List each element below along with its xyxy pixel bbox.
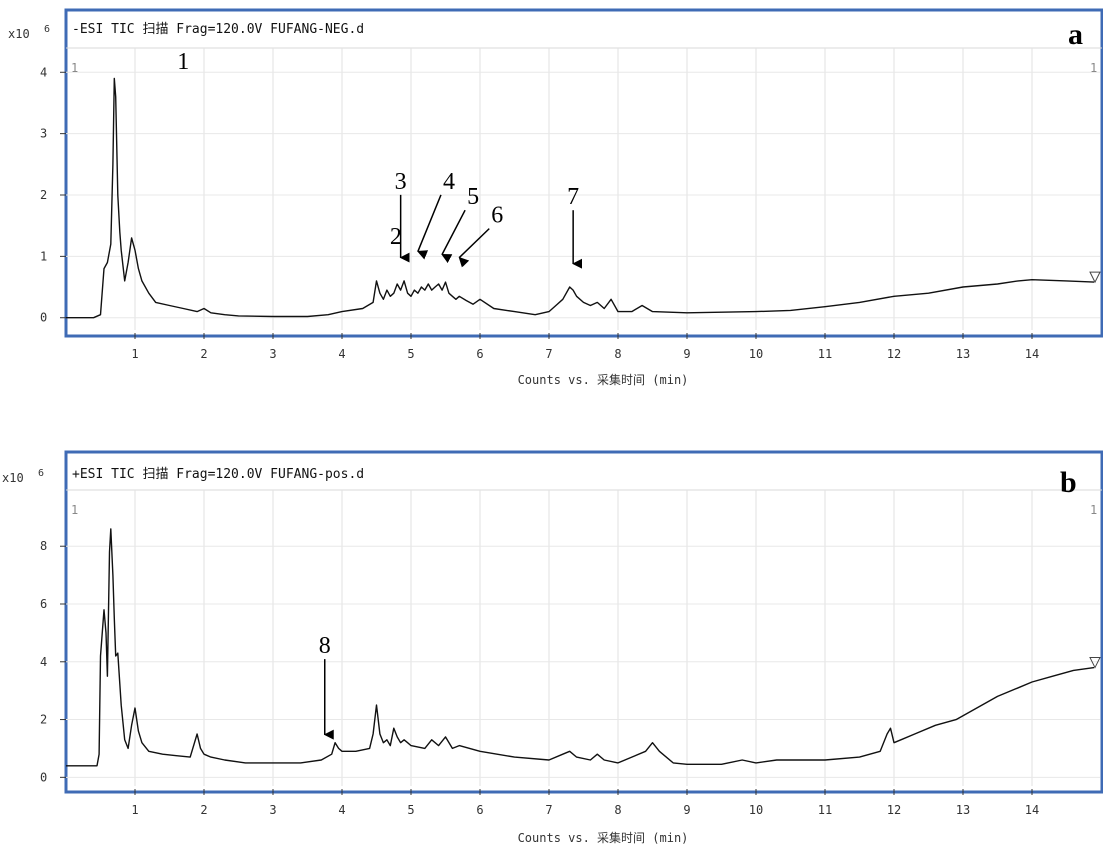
y-tick-label: 2	[40, 713, 47, 727]
x-tick-label: 1	[131, 347, 138, 361]
x-tick-label: 13	[956, 347, 970, 361]
tic-trace-a	[66, 77, 1095, 319]
peak-label-1: 1	[177, 49, 189, 75]
cursor-label-left: 1	[71, 61, 78, 75]
y-tick-label: 3	[40, 127, 47, 141]
x-tick-label: 4	[338, 347, 345, 361]
cursor-label-right: 1	[1090, 61, 1097, 75]
panel-a-frame	[64, 8, 1103, 338]
peak-label-5: 5	[467, 184, 479, 210]
x-tick-label: 12	[887, 347, 901, 361]
end-marker-icon	[1089, 271, 1101, 284]
x-tick-label: 8	[614, 803, 621, 817]
y-tick-label: 1	[40, 249, 47, 263]
peak-label-2: 2	[390, 224, 402, 250]
x-tick-label: 7	[545, 803, 552, 817]
y-scale-label: x10	[2, 471, 24, 485]
y-tick-label: 4	[40, 65, 47, 79]
x-tick-label: 4	[338, 803, 345, 817]
x-tick-label: 13	[956, 803, 970, 817]
x-tick-label: 8	[614, 347, 621, 361]
y-tick-label: 0	[40, 311, 47, 325]
peak-arrow-4	[416, 194, 442, 260]
end-marker-icon	[1089, 657, 1101, 669]
peak-label-6: 6	[491, 203, 503, 229]
x-tick-label: 10	[749, 347, 763, 361]
y-tick-label: 6	[40, 597, 47, 611]
x-tick-label: 11	[818, 803, 832, 817]
x-tick-label: 7	[545, 347, 552, 361]
x-tick-label: 10	[749, 803, 763, 817]
x-tick-label: 2	[200, 347, 207, 361]
panel-a-title: -ESI TIC 扫描 Frag=120.0V FUFANG-NEG.d	[72, 22, 364, 37]
x-tick-label: 9	[683, 803, 690, 817]
x-tick-label: 6	[476, 803, 483, 817]
peak-arrow-6	[458, 228, 490, 268]
panel-letter-b: b	[1060, 466, 1077, 499]
x-tick-label: 11	[818, 347, 832, 361]
y-tick-label: 4	[40, 655, 47, 669]
y-tick-label: 8	[40, 539, 47, 553]
x-tick-label: 1	[131, 803, 138, 817]
x-axis-title: Counts vs. 采集时间 (min)	[518, 372, 689, 387]
peak-label-3: 3	[395, 169, 407, 195]
peak-label-7: 7	[567, 184, 579, 210]
y-scale-exponent: 6	[38, 468, 44, 479]
x-tick-label: 5	[407, 803, 414, 817]
x-tick-label: 2	[200, 803, 207, 817]
peak-label-4: 4	[443, 169, 455, 195]
x-tick-label: 14	[1025, 803, 1039, 817]
panel-b-frame	[64, 450, 1103, 794]
x-tick-label: 3	[269, 803, 276, 817]
x-tick-label: 12	[887, 803, 901, 817]
x-tick-label: 9	[683, 347, 690, 361]
peak-label-8: 8	[319, 633, 331, 659]
panel-b-title: +ESI TIC 扫描 Frag=120.0V FUFANG-pos.d	[72, 467, 364, 482]
peak-arrow-5	[441, 209, 466, 264]
y-scale-exponent: 6	[44, 24, 50, 35]
x-tick-label: 5	[407, 347, 414, 361]
cursor-label-left: 1	[71, 503, 78, 517]
x-axis-title: Counts vs. 采集时间 (min)	[518, 830, 689, 845]
y-scale-label: x10	[8, 27, 30, 41]
x-tick-label: 6	[476, 347, 483, 361]
panel-letter-a: a	[1068, 18, 1083, 51]
y-tick-label: 2	[40, 188, 47, 202]
x-tick-label: 3	[269, 347, 276, 361]
x-tick-label: 14	[1025, 347, 1039, 361]
cursor-label-right: 1	[1090, 503, 1097, 517]
y-tick-label: 0	[40, 770, 47, 784]
tic-trace-b	[66, 528, 1095, 767]
